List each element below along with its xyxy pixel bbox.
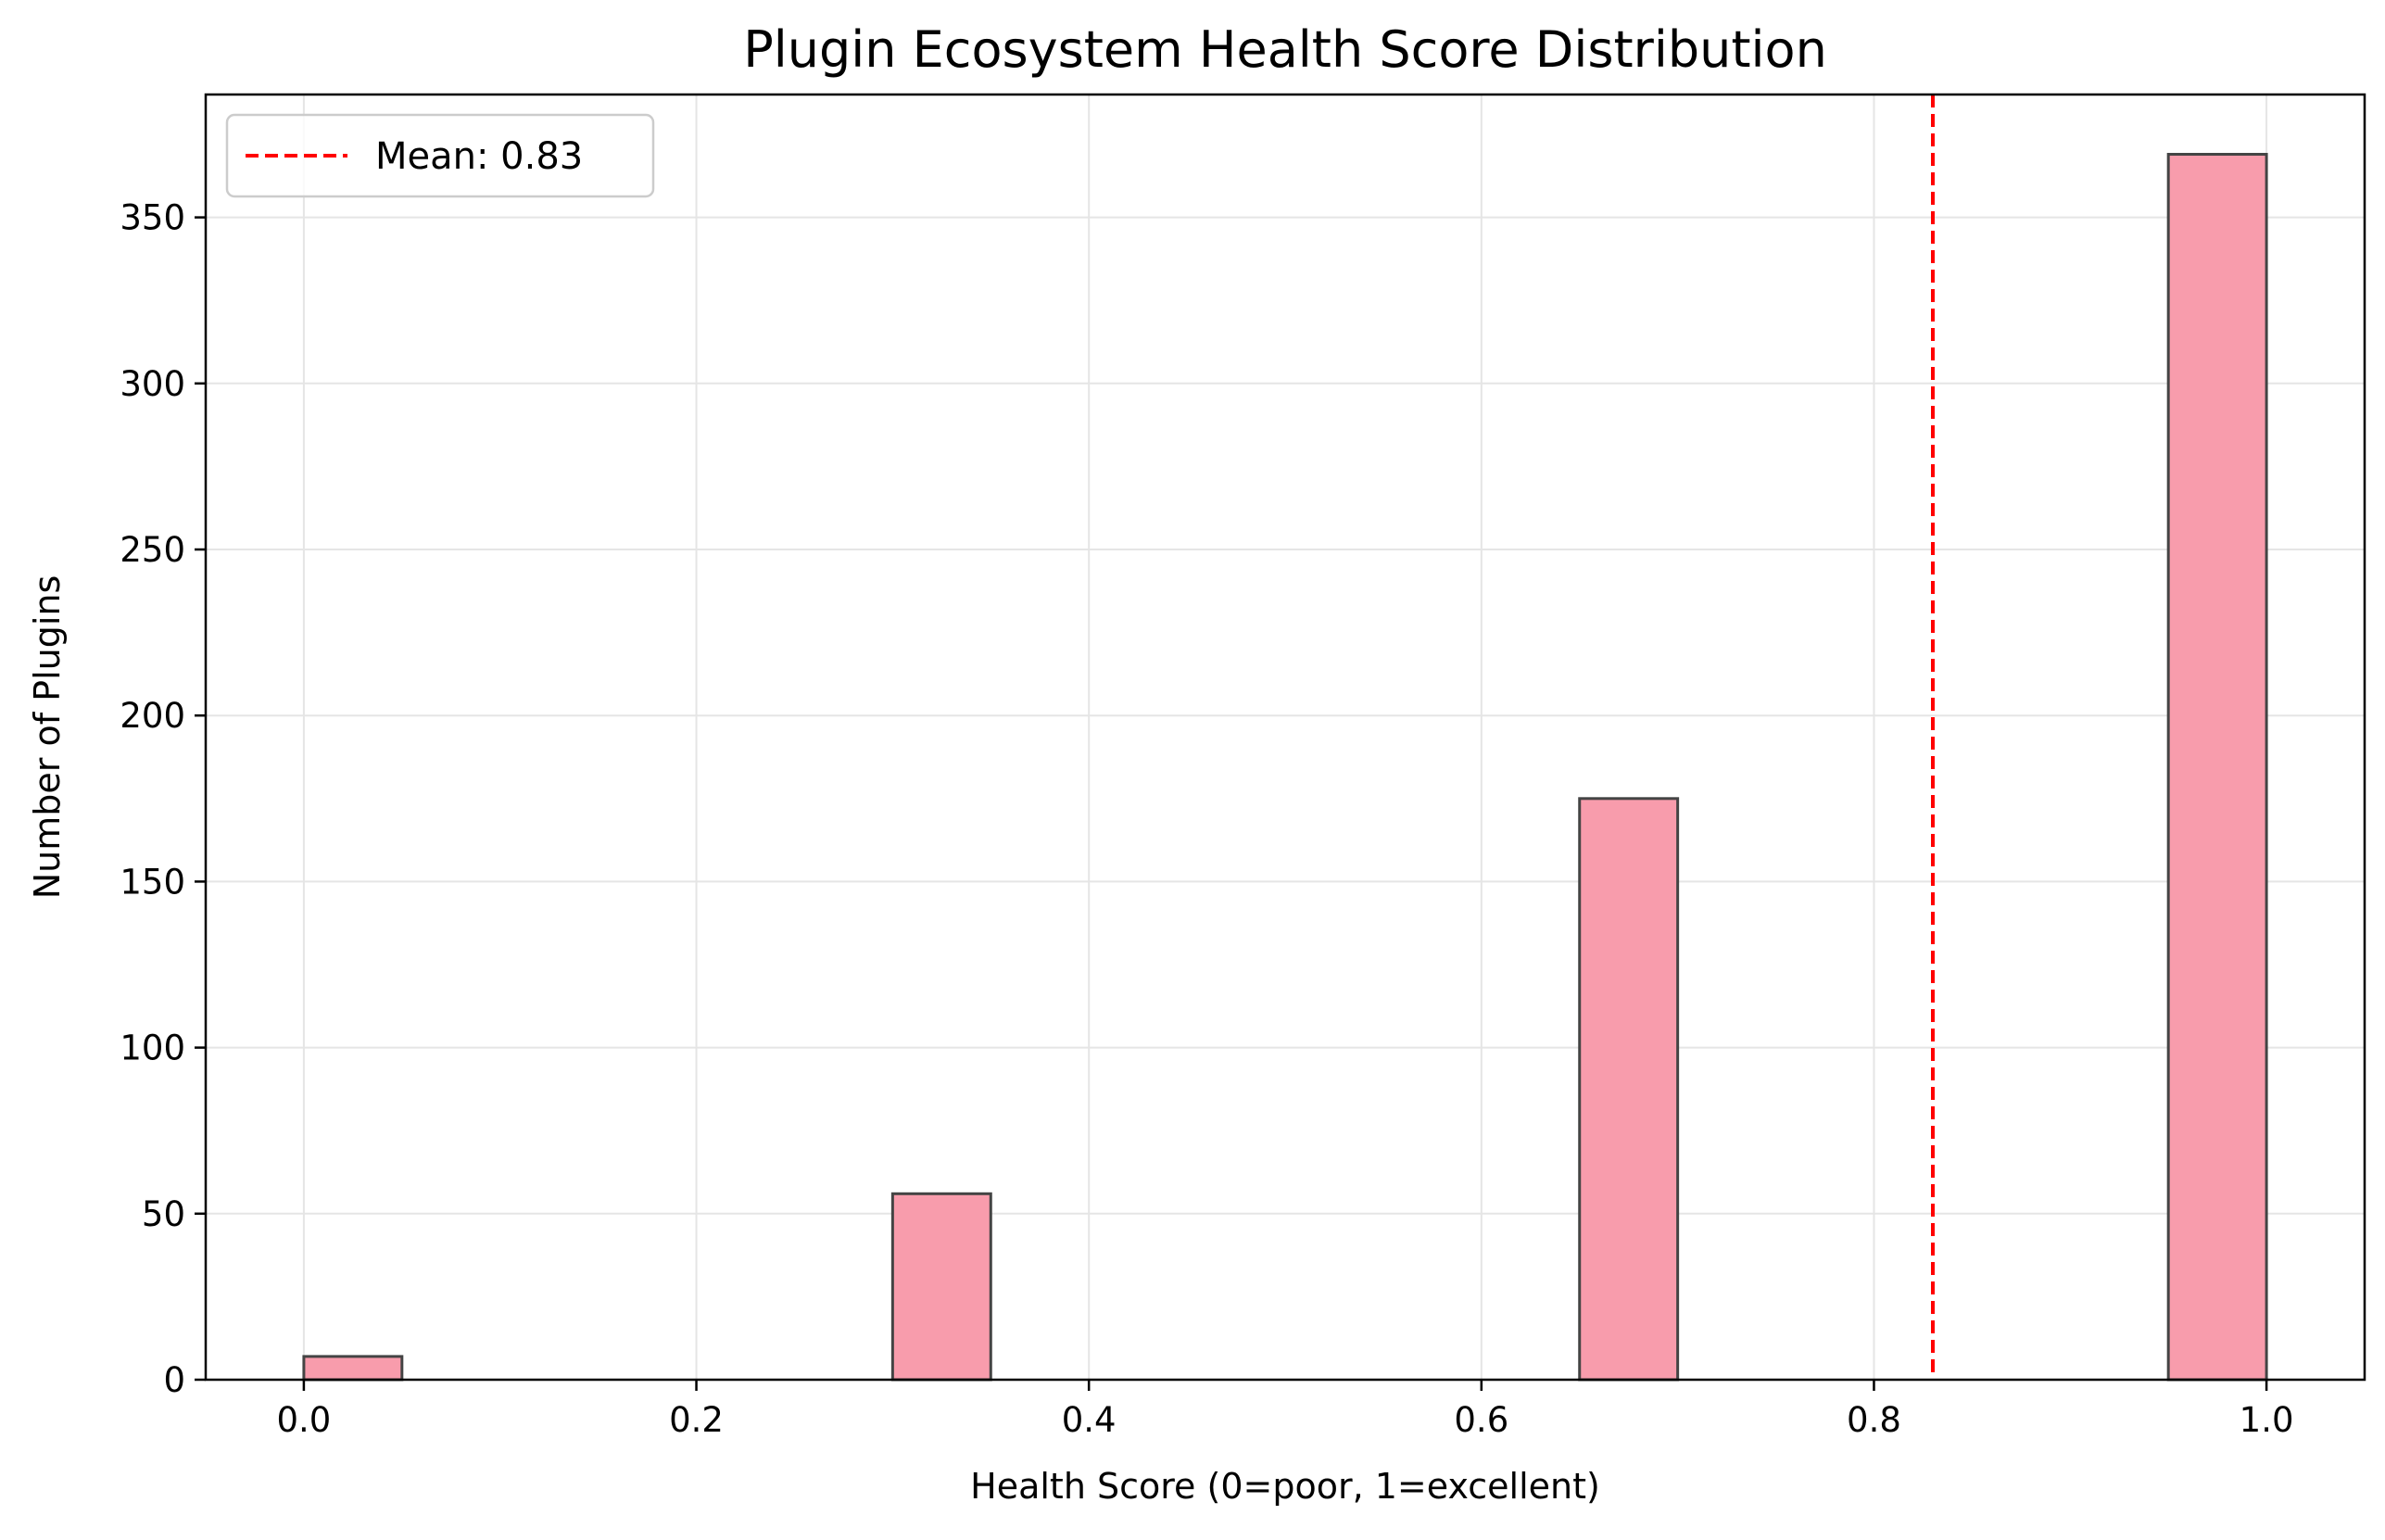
x-tick-label-3: 0.6	[1454, 1400, 1508, 1440]
x-tick-label-2: 0.4	[1062, 1400, 1117, 1440]
x-tick-label-1: 0.2	[669, 1400, 724, 1440]
y-tick-label-5: 250	[120, 530, 185, 570]
histogram-bar-2	[1578, 797, 1680, 1382]
chart-title: Plugin Ecosystem Health Score Distributi…	[743, 20, 1827, 79]
histogram-bar-3	[2166, 153, 2268, 1382]
y-tick-label-7: 350	[120, 198, 185, 238]
y-axis-title: Number of Plugins	[27, 575, 68, 900]
histogram-bars	[302, 153, 2268, 1382]
y-tick-label-1: 50	[142, 1194, 185, 1234]
y-axis-ticks: 0 50 100 150 200 250 300 350	[120, 198, 206, 1400]
legend-box	[225, 113, 655, 198]
x-axis-ticks: 0.0 0.2 0.4 0.6 0.8 1.0	[276, 1380, 2294, 1440]
x-tick-label-5: 1.0	[2240, 1400, 2294, 1440]
legend: Mean: 0.83	[225, 113, 655, 198]
x-tick-label-4: 0.8	[1847, 1400, 1901, 1440]
histogram-bar-1	[890, 1192, 992, 1382]
histogram-bar-0	[302, 1355, 404, 1382]
y-tick-label-6: 300	[120, 364, 185, 404]
legend-mean-label: Mean: 0.83	[375, 135, 583, 178]
y-tick-label-4: 200	[120, 696, 185, 736]
x-tick-label-0: 0.0	[276, 1400, 331, 1440]
plot-frame	[204, 93, 2366, 1382]
y-tick-label-0: 0	[163, 1360, 185, 1400]
y-tick-label-2: 100	[120, 1029, 185, 1068]
y-tick-label-3: 150	[120, 862, 185, 902]
x-axis-title: Health Score (0=poor, 1=excellent)	[970, 1466, 1600, 1507]
